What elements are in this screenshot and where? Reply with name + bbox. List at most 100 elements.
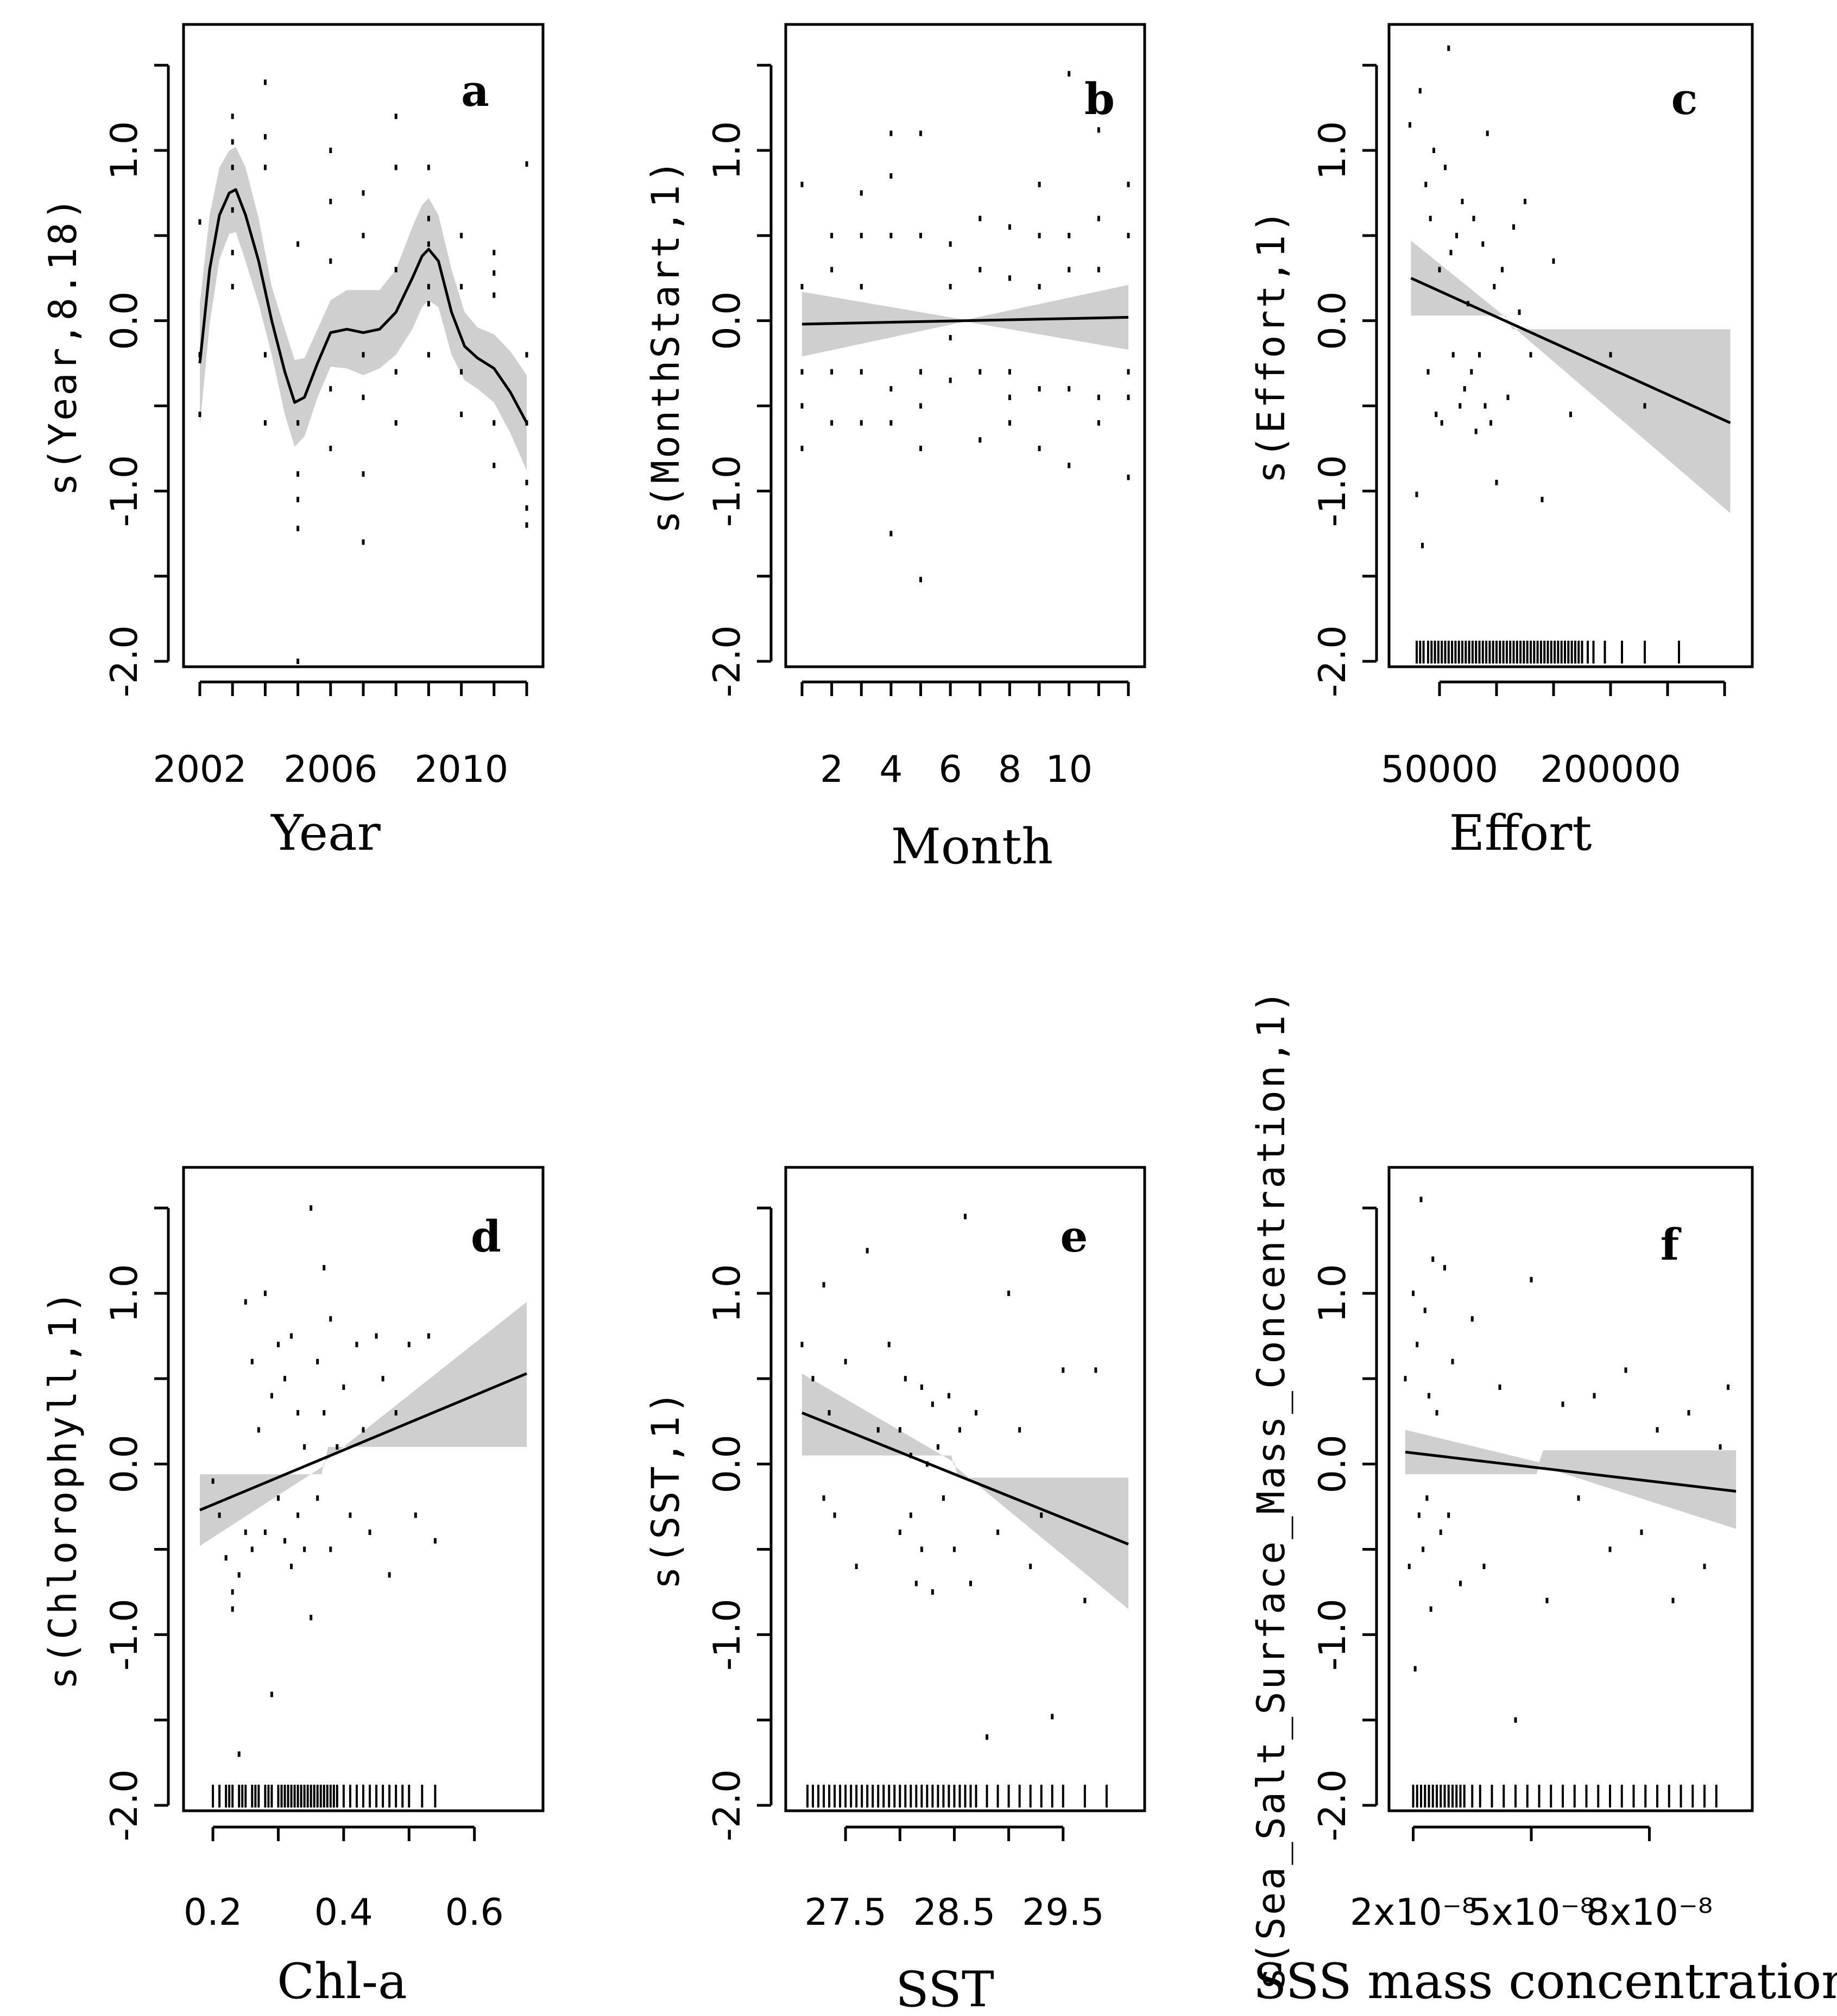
data-point bbox=[1407, 1563, 1411, 1569]
fit-line bbox=[801, 1411, 1129, 1546]
data-point bbox=[811, 1376, 815, 1382]
data-point bbox=[427, 165, 430, 170]
data-point bbox=[919, 577, 923, 583]
data-point bbox=[920, 1546, 923, 1552]
data-point bbox=[362, 394, 365, 400]
data-point bbox=[296, 659, 300, 664]
data-point bbox=[1470, 369, 1473, 375]
data-point bbox=[1495, 479, 1498, 485]
data-point bbox=[198, 219, 201, 225]
panel-label: c bbox=[1671, 73, 1698, 124]
plot-frame bbox=[182, 1166, 545, 1812]
data-point bbox=[958, 1427, 961, 1433]
data-point bbox=[1530, 1276, 1533, 1282]
y-axis-label: s(SST,1) bbox=[643, 1389, 688, 1589]
data-point bbox=[1455, 232, 1458, 238]
data-point bbox=[800, 283, 804, 289]
data-point bbox=[1486, 130, 1489, 136]
data-point bbox=[263, 420, 267, 426]
data-point bbox=[936, 1444, 939, 1450]
confidence-band bbox=[200, 147, 527, 471]
data-point bbox=[979, 369, 982, 375]
data-point bbox=[1640, 1530, 1643, 1535]
data-point bbox=[1506, 394, 1510, 400]
data-point bbox=[237, 1572, 241, 1578]
data-point bbox=[263, 352, 267, 358]
y-tick-label: -1.0 bbox=[1311, 455, 1354, 527]
x-axis-label: Month bbox=[891, 818, 1053, 875]
data-point bbox=[329, 386, 332, 392]
data-point bbox=[889, 232, 893, 238]
data-point bbox=[1404, 1376, 1407, 1382]
data-point bbox=[1727, 1384, 1729, 1390]
x-tick-label: 27.5 bbox=[804, 1891, 886, 1934]
plot-frame bbox=[784, 1166, 1146, 1812]
data-point bbox=[362, 232, 365, 238]
y-tick-label: 0.0 bbox=[103, 1434, 146, 1493]
data-point bbox=[830, 232, 834, 238]
data-point bbox=[1127, 232, 1130, 238]
fit-line bbox=[801, 315, 1129, 326]
data-point bbox=[296, 526, 300, 532]
x-tick-label: 0.2 bbox=[184, 1891, 242, 1934]
data-point bbox=[231, 1606, 234, 1612]
data-point bbox=[493, 250, 496, 256]
panel-label: f bbox=[1661, 1219, 1682, 1270]
x-tick-label: 0.6 bbox=[445, 1891, 504, 1934]
data-point bbox=[969, 1581, 973, 1587]
panel-c: -2.0 -1.0 0.0 1.0 50000 200000 s(Effort,1) Effo… bbox=[1249, 23, 1754, 862]
data-point bbox=[323, 1410, 326, 1416]
data-point bbox=[198, 412, 201, 418]
data-point bbox=[1518, 309, 1521, 315]
data-point bbox=[349, 1512, 352, 1518]
data-point bbox=[986, 1734, 989, 1740]
y-tick-label: -1.0 bbox=[706, 1598, 749, 1671]
y-tick-label: -2.0 bbox=[1311, 1769, 1354, 1842]
data-point bbox=[231, 165, 234, 170]
data-point bbox=[904, 1376, 907, 1382]
data-point bbox=[822, 1495, 825, 1501]
data-point bbox=[1038, 386, 1041, 392]
data-point bbox=[979, 437, 982, 443]
data-point bbox=[919, 403, 923, 409]
data-point bbox=[947, 1393, 950, 1399]
data-point bbox=[1687, 1410, 1690, 1416]
data-point bbox=[276, 1495, 280, 1501]
data-point bbox=[237, 1751, 241, 1757]
data-point bbox=[283, 1376, 287, 1382]
panel-e: -2.0 -1.0 0.0 1.0 27.5 28.5 29.5 s(SST,1) SST e bbox=[643, 1166, 1146, 2016]
panel-d: -2.0 -1.0 0.0 1.0 0.2 0.4 0.6 s(Chlorophyll,1) C… bbox=[41, 1166, 545, 2010]
data-point bbox=[975, 1410, 978, 1416]
data-point bbox=[231, 113, 234, 119]
data-point bbox=[1008, 394, 1011, 400]
data-point bbox=[949, 335, 952, 341]
y-tick-label: -1.0 bbox=[103, 455, 146, 527]
data-point bbox=[1429, 216, 1432, 222]
data-point bbox=[1474, 428, 1478, 434]
data-point bbox=[1451, 352, 1455, 358]
data-point bbox=[1051, 1714, 1054, 1720]
data-point bbox=[493, 463, 496, 469]
data-point bbox=[1429, 1606, 1432, 1612]
x-axis-label: SST bbox=[895, 1961, 994, 2016]
data-point bbox=[1608, 1546, 1612, 1552]
data-point bbox=[1008, 275, 1011, 281]
data-point bbox=[898, 1530, 901, 1535]
data-point bbox=[800, 445, 804, 451]
data-point bbox=[1463, 386, 1466, 392]
data-point bbox=[231, 207, 234, 213]
data-point bbox=[231, 1589, 234, 1595]
data-point bbox=[329, 445, 332, 451]
panel-a: -2.0 -1.0 0.0 1.0 2002 2006 2010 s(Year,8.18) Ye… bbox=[41, 23, 545, 862]
data-point bbox=[855, 1563, 858, 1569]
data-point bbox=[919, 232, 923, 238]
data-point bbox=[931, 1401, 934, 1407]
data-point bbox=[362, 1427, 365, 1433]
data-point bbox=[290, 1563, 293, 1569]
data-point bbox=[1068, 71, 1071, 77]
data-point bbox=[407, 1342, 411, 1348]
plot-frame bbox=[784, 23, 1146, 668]
data-point bbox=[979, 267, 982, 273]
data-point bbox=[493, 270, 496, 276]
y-tick-label: 0.0 bbox=[706, 1434, 749, 1493]
